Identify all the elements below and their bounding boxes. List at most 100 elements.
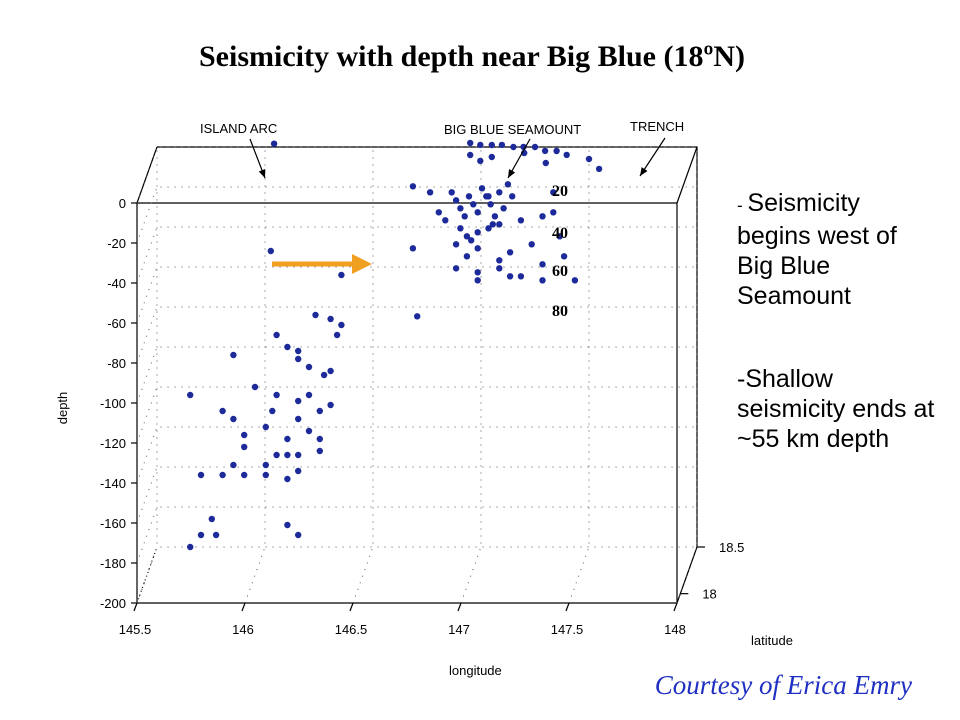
data-point-59 <box>409 245 417 252</box>
data-point-10 <box>553 147 560 155</box>
x-axis-label: longitude <box>449 663 502 678</box>
lon-tick-5 <box>673 602 678 612</box>
data-point-105 <box>187 543 194 551</box>
data-point-2 <box>467 139 474 147</box>
data-point-48 <box>528 241 535 248</box>
data-points <box>187 139 603 551</box>
annotation-arrowhead-0 <box>258 169 266 178</box>
grid-line-lon-1 <box>244 147 266 604</box>
data-point-66 <box>485 193 492 200</box>
data-point-14 <box>488 153 495 161</box>
data-point-16 <box>542 159 549 167</box>
data-point-91 <box>241 443 248 451</box>
data-point-4 <box>488 141 495 149</box>
data-point-85 <box>316 407 323 415</box>
data-point-70 <box>312 311 319 319</box>
data-point-71 <box>327 315 334 323</box>
data-point-93 <box>295 451 302 459</box>
annotation-arrowhead-1 <box>508 169 516 178</box>
data-point-52 <box>560 253 568 260</box>
data-point-104 <box>197 531 205 539</box>
data-point-88 <box>230 415 237 423</box>
lon-tick-label-0: 145.5 <box>119 622 152 637</box>
data-point-53 <box>571 277 579 284</box>
data-point-27 <box>465 193 473 200</box>
data-point-73 <box>273 331 280 339</box>
depth-tick-label-4: -80 <box>107 356 126 371</box>
data-point-18 <box>595 165 603 173</box>
data-point-110 <box>262 461 269 469</box>
data-point-19 <box>409 183 417 190</box>
data-point-116 <box>269 407 276 415</box>
data-point-79 <box>333 331 341 339</box>
lat-tick-label-1: 18.5 <box>719 540 744 555</box>
note-1-text: Seismicity begins west of Big Blue Seamo… <box>737 189 897 310</box>
data-point-103 <box>208 515 215 523</box>
data-point-76 <box>295 355 302 363</box>
data-point-3 <box>477 141 484 149</box>
data-point-0 <box>270 140 278 147</box>
note-seismicity-begins: - Seismicity begins west of Big Blue Sea… <box>737 188 937 311</box>
data-point-1 <box>267 247 274 255</box>
grid-line-lon-0 <box>136 147 158 604</box>
front-face <box>136 202 678 604</box>
depth-marker-1: 40 <box>552 225 568 242</box>
depth-marker-0: 20 <box>552 183 568 200</box>
data-point-30 <box>478 185 486 192</box>
depth-marker-3: 80 <box>552 303 568 320</box>
data-point-6 <box>510 143 517 151</box>
data-point-28 <box>470 201 477 208</box>
annotation-label-0: ISLAND ARC <box>200 121 277 136</box>
note-dash: - <box>737 196 748 215</box>
data-point-111 <box>284 475 291 483</box>
data-point-56 <box>496 265 503 272</box>
data-point-65 <box>539 261 546 268</box>
data-point-20 <box>426 189 434 196</box>
data-point-83 <box>295 397 302 405</box>
data-point-96 <box>219 471 226 479</box>
data-point-41 <box>485 225 492 232</box>
lat-tick-label-0: 18 <box>702 587 716 602</box>
y-axis-label: depth <box>55 392 70 425</box>
data-point-80 <box>230 351 237 359</box>
grid-line-lon-2 <box>352 147 374 604</box>
data-point-12 <box>467 151 474 159</box>
annotation-label-2: TRENCH <box>630 119 684 134</box>
data-point-94 <box>316 447 323 455</box>
depth-tick-label-7: -140 <box>100 476 126 491</box>
data-point-67 <box>489 221 496 228</box>
data-point-23 <box>448 189 455 196</box>
depth-tick-label-9: -180 <box>100 556 126 571</box>
data-point-8 <box>531 143 539 151</box>
data-point-63 <box>506 273 514 280</box>
data-point-72 <box>338 321 345 329</box>
data-point-37 <box>509 193 516 200</box>
slide-title: Seismicity with depth near Big Blue (18º… <box>198 40 746 73</box>
data-point-86 <box>327 401 334 409</box>
data-point-81 <box>251 383 259 391</box>
data-point-61 <box>550 209 557 216</box>
grid-line-depth-5 <box>136 346 697 404</box>
grid-line-lon-5 <box>676 147 698 604</box>
data-point-47 <box>506 249 514 256</box>
data-point-78 <box>327 367 334 375</box>
axis-ticks: 0 -20 -40 -60 -80 -100 -120 -140 -160 -180 -200 145… <box>100 196 744 637</box>
depth-tick-label-5: -100 <box>100 396 126 411</box>
data-point-35 <box>500 205 507 212</box>
bottom-right-edge <box>676 546 698 604</box>
grid-line-depth-9 <box>136 506 697 564</box>
grid-line-depth-2 <box>136 226 697 284</box>
data-point-24 <box>452 197 460 204</box>
lon-tick-0 <box>133 602 138 612</box>
data-point-32 <box>487 201 494 208</box>
data-point-74 <box>284 343 291 351</box>
bottom-left-edge <box>136 546 158 604</box>
depth-tick-label-2: -40 <box>107 276 126 291</box>
depth-marker-2: 60 <box>552 263 568 280</box>
data-point-39 <box>463 233 471 240</box>
depth-tick-label-1: -20 <box>107 236 126 251</box>
data-point-112 <box>305 427 313 435</box>
annotation-label-1: BIG BLUE SEAMOUNT <box>444 122 581 137</box>
data-point-38 <box>457 225 464 232</box>
grid-line-depth-1 <box>136 186 697 244</box>
